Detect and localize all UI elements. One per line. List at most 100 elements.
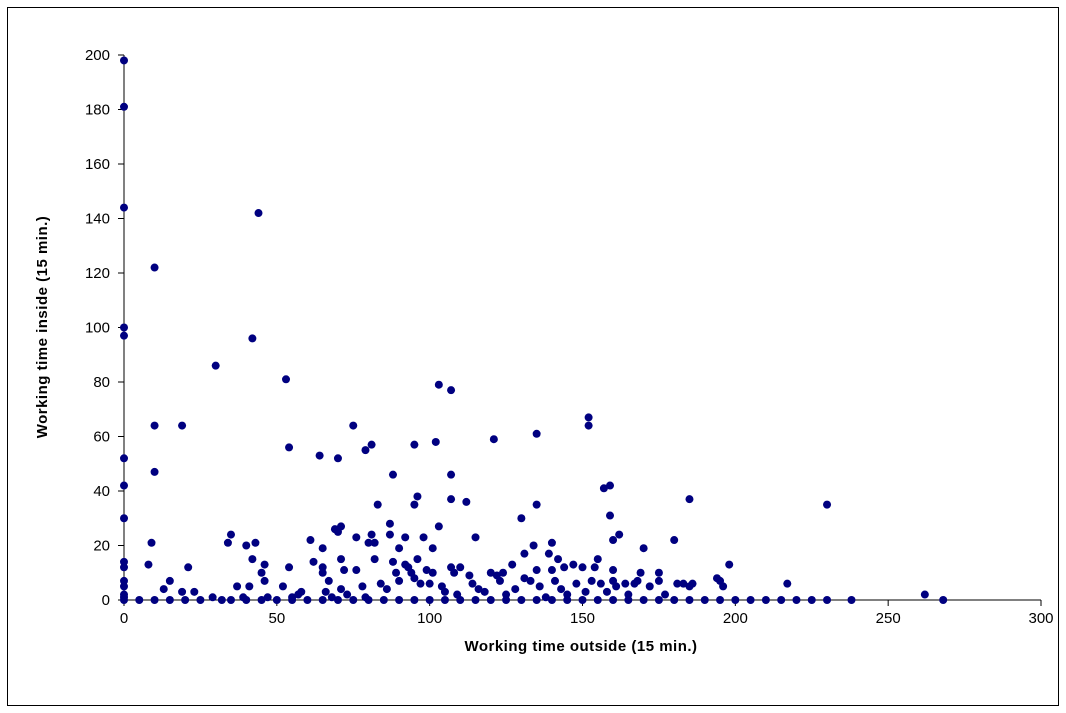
data-point	[700, 596, 709, 604]
data-point	[352, 533, 361, 542]
data-point	[135, 596, 144, 604]
y-tick-label: 120	[85, 265, 110, 282]
data-point	[532, 429, 541, 438]
data-point	[327, 593, 336, 602]
data-point	[422, 566, 431, 575]
y-tick-label: 60	[93, 429, 110, 446]
data-point	[609, 566, 618, 575]
data-point	[385, 519, 394, 528]
data-point	[474, 585, 483, 594]
data-point	[431, 437, 440, 446]
data-point	[370, 538, 379, 547]
y-tick-label: 140	[85, 211, 110, 228]
data-point	[569, 560, 578, 569]
data-point	[324, 576, 333, 585]
x-tick-label: 250	[876, 610, 901, 627]
data-point	[462, 497, 471, 506]
data-point	[847, 596, 856, 604]
data-point	[278, 582, 287, 591]
data-point	[590, 563, 599, 572]
data-point	[226, 530, 235, 539]
data-point	[120, 203, 128, 212]
data-point	[529, 541, 538, 550]
data-point	[535, 582, 544, 591]
data-point	[419, 533, 428, 542]
data-point	[541, 593, 550, 602]
data-point	[807, 596, 816, 604]
data-point	[120, 56, 128, 65]
data-point	[563, 596, 572, 604]
data-point	[120, 454, 128, 463]
data-point	[388, 557, 397, 566]
data-point	[395, 544, 404, 553]
data-point	[165, 576, 174, 585]
data-point	[517, 596, 526, 604]
data-point	[624, 596, 633, 604]
data-point	[499, 568, 508, 577]
data-point	[120, 323, 128, 332]
data-point	[226, 596, 235, 604]
data-point	[502, 596, 511, 604]
data-point	[560, 563, 569, 572]
data-point	[248, 334, 257, 343]
data-point	[587, 576, 596, 585]
data-point	[621, 579, 630, 588]
data-point	[547, 538, 556, 547]
data-point	[465, 571, 474, 580]
data-point	[349, 596, 358, 604]
data-point	[120, 102, 128, 111]
data-point	[547, 566, 556, 575]
data-point	[596, 579, 605, 588]
y-tick-label: 40	[93, 483, 110, 500]
data-point	[777, 596, 786, 604]
data-point	[254, 209, 263, 218]
data-point	[382, 585, 391, 594]
data-point	[761, 596, 770, 604]
data-point	[719, 582, 728, 591]
data-point	[578, 563, 587, 572]
data-point	[343, 590, 352, 599]
data-point	[746, 596, 755, 604]
data-point	[217, 596, 226, 604]
data-point	[178, 421, 187, 430]
data-point	[120, 582, 128, 591]
data-point	[401, 533, 410, 542]
data-point	[321, 587, 330, 596]
x-tick-label: 200	[723, 610, 748, 627]
data-point	[257, 596, 266, 604]
data-point	[150, 421, 159, 430]
data-point	[196, 596, 205, 604]
data-point	[725, 560, 734, 569]
data-point	[410, 500, 419, 509]
data-point	[584, 421, 593, 430]
data-point	[120, 596, 128, 604]
data-point	[554, 555, 563, 564]
data-point	[688, 579, 697, 588]
data-point	[352, 566, 361, 575]
data-point	[428, 544, 437, 553]
data-point	[428, 568, 437, 577]
data-point	[685, 495, 694, 504]
data-point	[120, 331, 128, 340]
data-point	[413, 492, 422, 501]
data-point	[471, 596, 480, 604]
data-point	[593, 596, 602, 604]
data-point	[306, 536, 315, 545]
data-point	[315, 451, 324, 460]
data-point	[920, 590, 929, 599]
x-tick-label: 300	[1028, 610, 1053, 627]
data-point	[792, 596, 801, 604]
data-point	[208, 593, 217, 602]
data-point	[593, 555, 602, 564]
x-tick-label: 50	[268, 610, 285, 627]
data-point	[823, 500, 832, 509]
x-tick-label: 150	[570, 610, 595, 627]
data-point	[318, 596, 327, 604]
data-point	[486, 596, 495, 604]
data-point	[337, 555, 346, 564]
data-point	[447, 495, 456, 504]
data-point	[673, 579, 682, 588]
data-point	[609, 536, 618, 545]
data-point	[367, 530, 376, 539]
data-point	[144, 560, 153, 569]
